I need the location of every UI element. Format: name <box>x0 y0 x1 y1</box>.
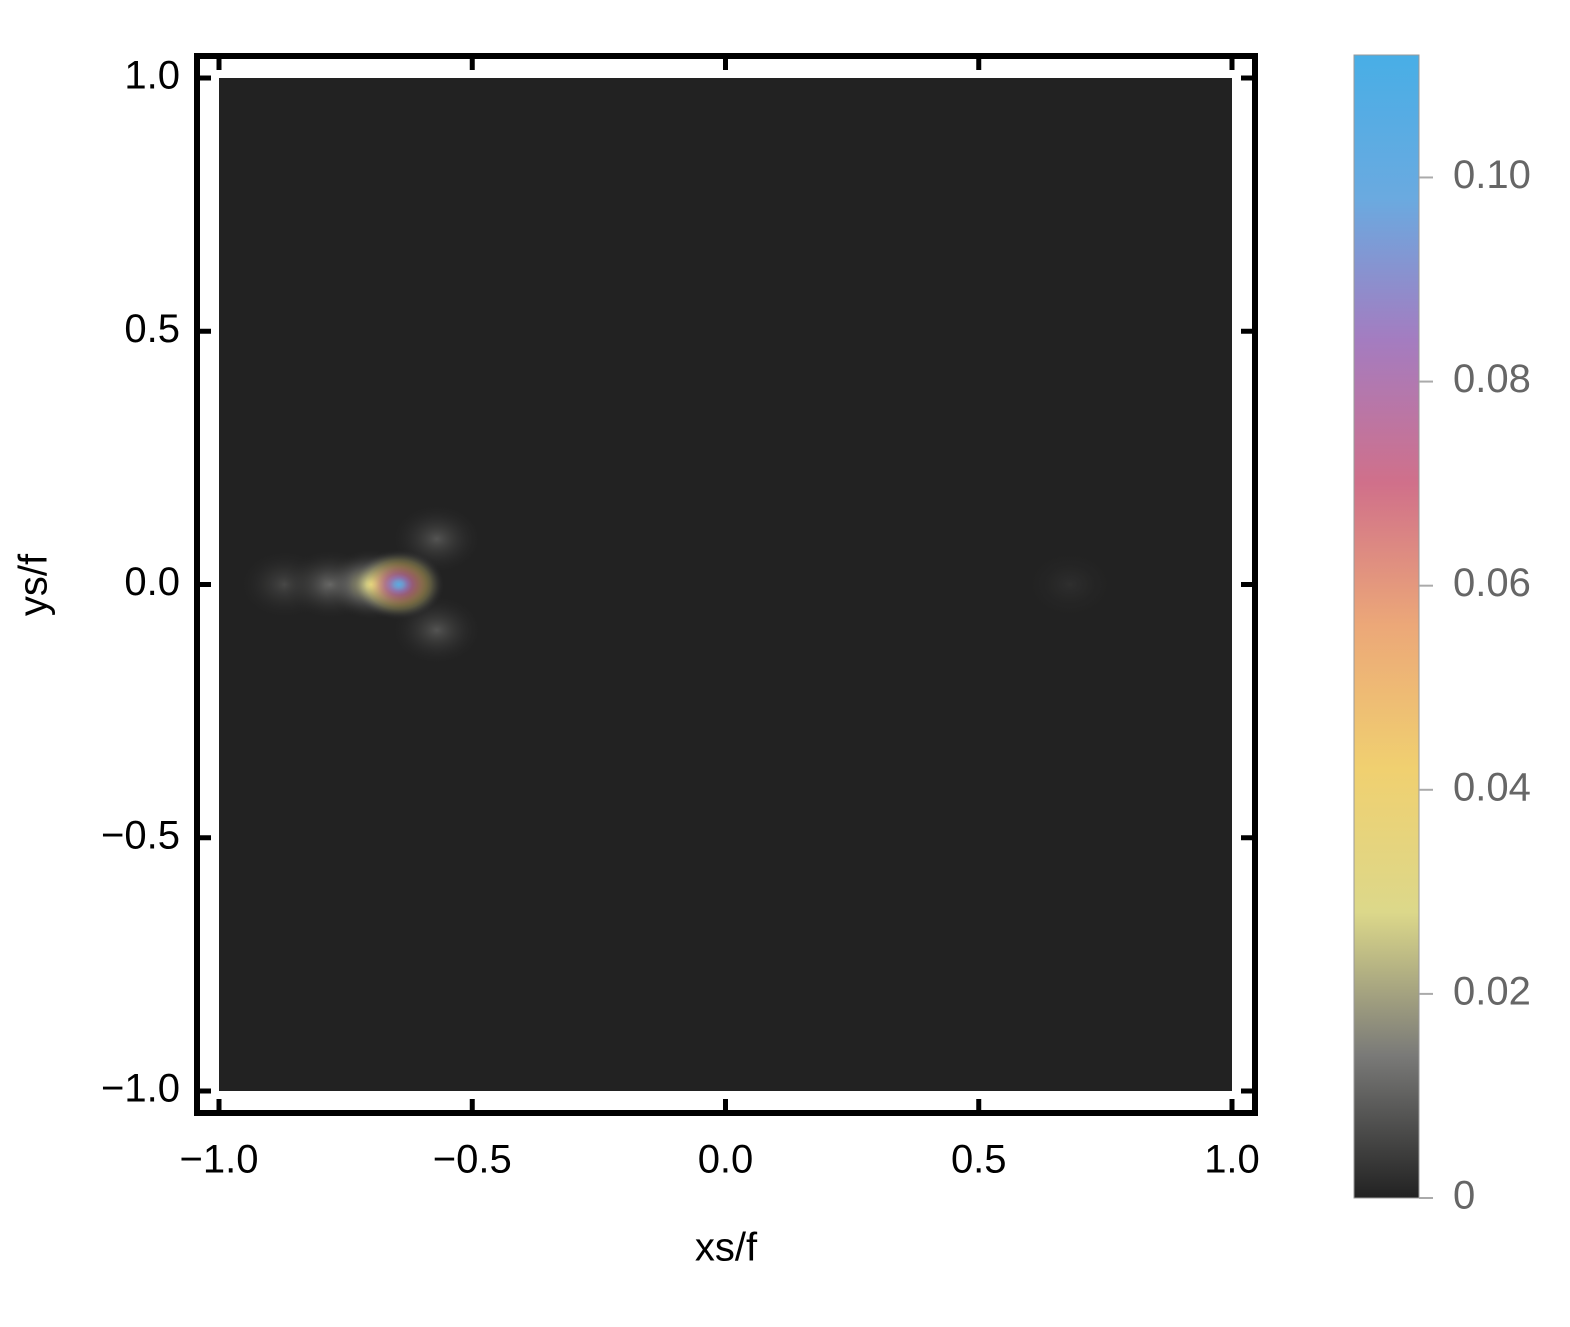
density-spot <box>1023 549 1117 620</box>
x-tick-label: 0.0 <box>698 1138 754 1182</box>
x-tick-label: −1.0 <box>180 1138 259 1182</box>
density-spot <box>352 549 445 620</box>
y-tick-label: 0.0 <box>124 560 180 604</box>
colorbar-tick-label: 0.04 <box>1453 765 1531 809</box>
colorbar-tick-label: 0.08 <box>1453 357 1531 401</box>
y-tick-label: 0.5 <box>124 307 180 351</box>
colorbar-tick-label: 0.10 <box>1453 153 1531 197</box>
y-tick-label: 1.0 <box>124 54 180 98</box>
colorbar-tick-label: 0.06 <box>1453 561 1531 605</box>
x-tick-label: 1.0 <box>1204 1138 1260 1182</box>
x-axis-label: xs/f <box>695 1226 758 1270</box>
y-tick-label: −0.5 <box>101 813 180 857</box>
colorbar <box>1353 54 1420 1199</box>
y-axis-label: ys/f <box>12 553 56 616</box>
x-tick-label: −0.5 <box>433 1138 512 1182</box>
x-tick-label: 0.5 <box>951 1138 1007 1182</box>
y-tick-label: −1.0 <box>101 1067 180 1111</box>
colorbar-tick-label: 0.02 <box>1453 969 1531 1013</box>
colorbar-tick-label: 0 <box>1453 1174 1475 1218</box>
